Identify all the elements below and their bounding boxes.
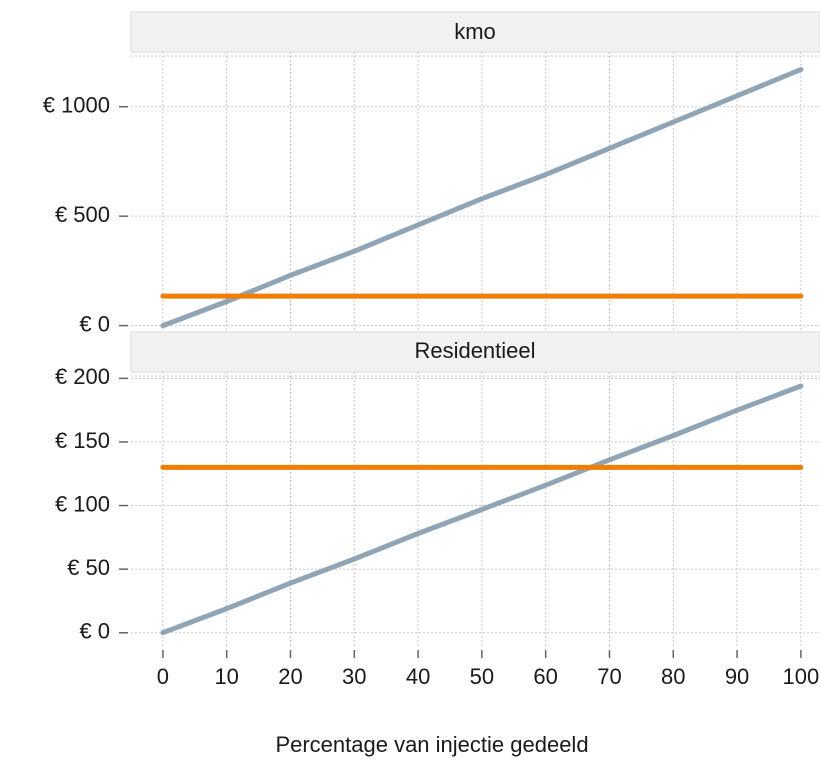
- y-tick-label: € 1000: [43, 93, 110, 118]
- x-axis: 0 10 20 30 40 50 60 70 80 90 100: [157, 650, 819, 689]
- x-tick-label: 30: [342, 664, 366, 689]
- y-tick-label: € 200: [55, 364, 110, 389]
- y-tick-label: € 0: [79, 311, 110, 336]
- series-group: [160, 67, 804, 329]
- x-tick-label: 0: [157, 664, 169, 689]
- x-axis-label: Percentage van injectie gedeeld: [275, 732, 588, 757]
- x-tick-label: 100: [783, 664, 820, 689]
- y-tick-label: € 500: [55, 202, 110, 227]
- x-tick-label: 80: [661, 664, 685, 689]
- y-tick-label: € 0: [79, 619, 110, 644]
- facet-title: kmo: [454, 19, 496, 44]
- facet-strip: [130, 11, 820, 53]
- x-tick-label: 50: [470, 664, 494, 689]
- y-axis: € 0 € 500 € 1000: [43, 93, 128, 336]
- increasing-line: [160, 383, 804, 636]
- y-tick-label: € 150: [55, 428, 110, 453]
- x-tick-label: 70: [597, 664, 621, 689]
- increasing-line: [160, 67, 804, 329]
- grid: [131, 52, 820, 330]
- x-tick-label: 90: [725, 664, 749, 689]
- facet-residentieel: Residentieel € 0 € 50 € 100 € 150 € 200: [55, 331, 820, 648]
- grid: [131, 372, 820, 648]
- x-tick-label: 60: [533, 664, 557, 689]
- facet-strip: [130, 331, 820, 373]
- series-group: [160, 383, 804, 636]
- y-tick-label: € 50: [67, 555, 110, 580]
- y-tick-label: € 100: [55, 491, 110, 516]
- facet-kmo: kmo € 0 € 500 € 1000: [43, 11, 820, 336]
- x-tick-label: 40: [406, 664, 430, 689]
- y-axis: € 0 € 50 € 100 € 150 € 200: [55, 364, 128, 644]
- x-tick-label: 10: [214, 664, 238, 689]
- facet-title: Residentieel: [414, 338, 535, 363]
- x-tick-label: 20: [278, 664, 302, 689]
